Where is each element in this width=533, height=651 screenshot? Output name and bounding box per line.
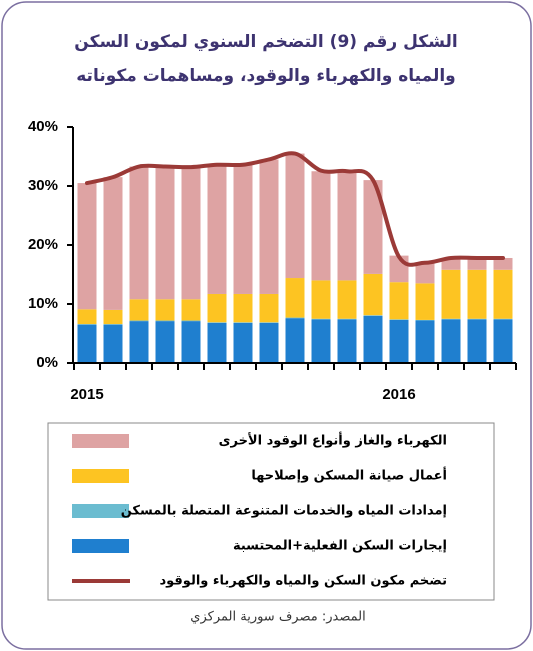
legend-swatch bbox=[72, 504, 129, 518]
bar-segment bbox=[181, 299, 201, 321]
bar-segment bbox=[337, 319, 357, 363]
y-tick-label: 20% bbox=[28, 236, 58, 253]
bar-segment bbox=[493, 257, 513, 270]
bar-segment bbox=[259, 322, 279, 363]
bar-segment bbox=[337, 318, 357, 320]
bar-segment bbox=[363, 273, 383, 316]
bar-segment bbox=[337, 171, 357, 281]
bar-segment bbox=[441, 269, 461, 319]
bar-segment bbox=[233, 293, 253, 323]
bar-segment bbox=[415, 263, 435, 284]
bar-segment bbox=[337, 280, 357, 319]
legend-label: إمدادات المياه والخدمات المتنوعة المتصلة… bbox=[121, 504, 447, 519]
legend-label: إيجارات السكن الفعلية+المحتسبة bbox=[233, 539, 447, 554]
bar-segment bbox=[155, 320, 175, 322]
bar-segment bbox=[285, 318, 305, 363]
bar-segment bbox=[285, 317, 305, 319]
bar-segment bbox=[207, 322, 227, 363]
bar-segment bbox=[493, 269, 513, 319]
bar-segment bbox=[129, 299, 149, 321]
source: المصدر: مصرف سورية المركزي bbox=[190, 610, 365, 625]
bar-segment bbox=[311, 318, 331, 320]
bar-segment bbox=[259, 322, 279, 323]
bar-segment bbox=[155, 166, 175, 300]
bar-segment bbox=[311, 319, 331, 363]
bar-segment bbox=[129, 166, 149, 300]
bar-segment bbox=[77, 324, 97, 363]
legend-swatch bbox=[72, 434, 129, 448]
bar-segment bbox=[181, 320, 201, 322]
x-tick-label: 2016 bbox=[382, 386, 415, 403]
y-tick-label: 10% bbox=[28, 295, 58, 312]
bar-segment bbox=[389, 319, 409, 320]
bar-segment bbox=[467, 257, 487, 270]
bar-segment bbox=[103, 177, 123, 310]
bar-segment bbox=[493, 319, 513, 363]
bar-segment bbox=[233, 165, 253, 294]
bar-segment bbox=[207, 293, 227, 323]
chart-title: الشكل رقم (9) التضخم السنوي لمكون السكن bbox=[74, 32, 457, 52]
bar-segment bbox=[77, 324, 97, 325]
bar-segment bbox=[467, 319, 487, 363]
bar-segment bbox=[77, 309, 97, 325]
bar-segment bbox=[103, 324, 123, 325]
legend-swatch bbox=[72, 539, 129, 553]
bar-segment bbox=[363, 315, 383, 363]
bar-segment bbox=[363, 180, 383, 274]
legend-label: تضخم مكون السكن والمياه والكهرباء والوقو… bbox=[159, 574, 447, 589]
bar-segment bbox=[441, 257, 461, 270]
bar-segment bbox=[207, 322, 227, 323]
line bbox=[85, 151, 505, 267]
bar-segment bbox=[415, 319, 435, 321]
bar-segment bbox=[493, 318, 513, 320]
bar-segment bbox=[389, 282, 409, 320]
bar-segment bbox=[77, 183, 97, 310]
bar-segment bbox=[233, 322, 253, 323]
bar-segment bbox=[103, 309, 123, 325]
chart-title: والمياه والكهرباء والوقود، ومساهمات مكون… bbox=[76, 66, 456, 86]
legend-label: الكهرباء والغاز وأنواع الوقود الأخرى bbox=[219, 432, 447, 449]
bar-segment bbox=[259, 159, 279, 294]
bar-segment bbox=[311, 280, 331, 319]
bar-segment bbox=[259, 293, 279, 323]
bar-segment bbox=[285, 278, 305, 318]
bar-segment bbox=[467, 269, 487, 319]
bar-segment bbox=[415, 320, 435, 363]
bar-segment bbox=[285, 153, 305, 279]
bar-segment bbox=[181, 167, 201, 300]
bar-segment bbox=[389, 319, 409, 363]
y-tick-label: 0% bbox=[36, 354, 58, 371]
bar-segment bbox=[233, 322, 253, 363]
bar-segment bbox=[441, 318, 461, 320]
bar-segment bbox=[181, 321, 201, 363]
bar-segment bbox=[311, 171, 331, 281]
bar-segment bbox=[155, 321, 175, 363]
bar-segment bbox=[415, 283, 435, 320]
bar-segment bbox=[467, 318, 487, 320]
bar-segment bbox=[441, 319, 461, 363]
bar-segment bbox=[129, 321, 149, 363]
y-tick-label: 30% bbox=[28, 177, 58, 194]
legend-swatch bbox=[72, 469, 129, 483]
legend-label: أعمال صيانة المسكن وإصلاحها bbox=[251, 467, 447, 484]
y-tick-label: 40% bbox=[28, 118, 58, 135]
bar-segment bbox=[207, 165, 227, 294]
bar-segment bbox=[103, 324, 123, 363]
bar-segment bbox=[129, 320, 149, 322]
bar-segment bbox=[155, 299, 175, 321]
bar-segment bbox=[363, 315, 383, 316]
x-tick-label: 2015 bbox=[70, 386, 103, 403]
